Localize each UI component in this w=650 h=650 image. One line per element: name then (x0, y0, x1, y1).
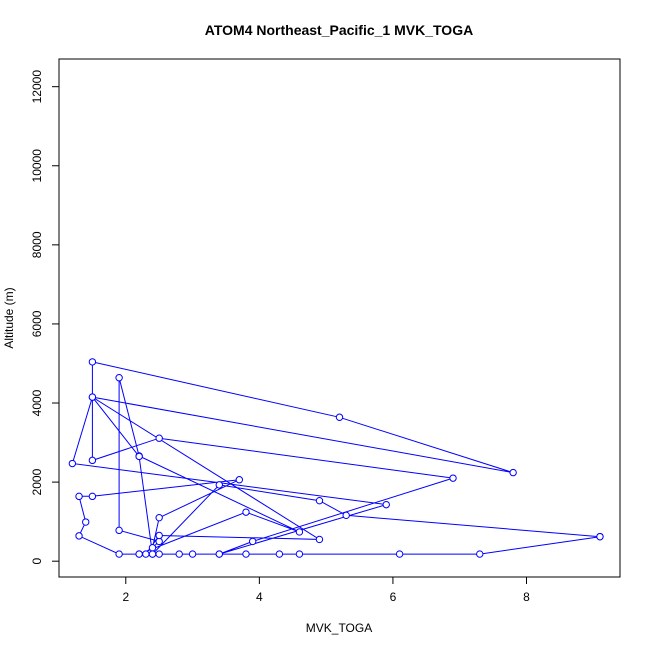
data-point (315, 496, 324, 505)
x-axis-label: MVK_TOGA (306, 621, 372, 635)
data-point (335, 413, 344, 421)
y-axis: 0 2000 4000 6000 8000 10000 12000 (30, 70, 60, 565)
data-point (476, 550, 484, 558)
plot-frame (58, 58, 621, 578)
y-tick-label: 12000 (30, 70, 44, 104)
data-point (155, 513, 163, 522)
data-point (275, 550, 284, 558)
data-point (75, 492, 83, 501)
data-point (188, 550, 197, 558)
y-tick-label: 0 (30, 558, 44, 565)
data-point (115, 550, 123, 558)
data-point (382, 500, 390, 509)
data-point (135, 550, 143, 558)
data-point (235, 476, 244, 484)
data-point (142, 550, 150, 558)
x-axis: 2 4 6 8 (122, 576, 530, 604)
data-point (148, 550, 157, 558)
data-point (215, 481, 223, 489)
y-tick-label: 4000 (30, 389, 44, 416)
data-point (155, 531, 163, 540)
x-tick-label: 2 (122, 590, 129, 604)
data-point (175, 550, 183, 558)
data-point (82, 518, 90, 526)
data-point (509, 468, 517, 477)
data-point (242, 508, 250, 516)
y-tick-label: 10000 (30, 149, 44, 183)
x-tick-label: 8 (523, 590, 530, 604)
series-line (71, 361, 601, 556)
data-point (88, 358, 97, 366)
chart-title: ATOM4 Northeast_Pacific_1 MVK_TOGA (205, 22, 473, 38)
y-axis-label: Altitude (m) (2, 287, 16, 348)
x-tick-label: 6 (390, 590, 397, 604)
data-point (395, 550, 404, 558)
data-point (315, 535, 324, 544)
y-tick-label: 2000 (30, 468, 44, 495)
data-point (135, 452, 143, 461)
data-point (155, 550, 163, 558)
y-tick-label: 6000 (30, 310, 44, 337)
data-point (295, 550, 304, 558)
data-point (88, 492, 97, 501)
x-tick-label: 4 (256, 590, 263, 604)
data-point (68, 459, 77, 468)
data-point (248, 537, 257, 546)
data-point (242, 550, 250, 558)
data-point (88, 456, 97, 465)
data-point (215, 550, 223, 558)
series-layer (68, 358, 604, 558)
data-point (155, 434, 163, 442)
data-point (115, 526, 123, 535)
data-point (115, 374, 123, 382)
data-point (148, 544, 157, 552)
data-point (342, 511, 350, 520)
data-point (295, 528, 304, 536)
data-point (449, 474, 457, 482)
data-point (75, 532, 83, 540)
y-tick-label: 8000 (30, 231, 44, 258)
data-point (596, 532, 604, 541)
data-point (88, 393, 97, 401)
